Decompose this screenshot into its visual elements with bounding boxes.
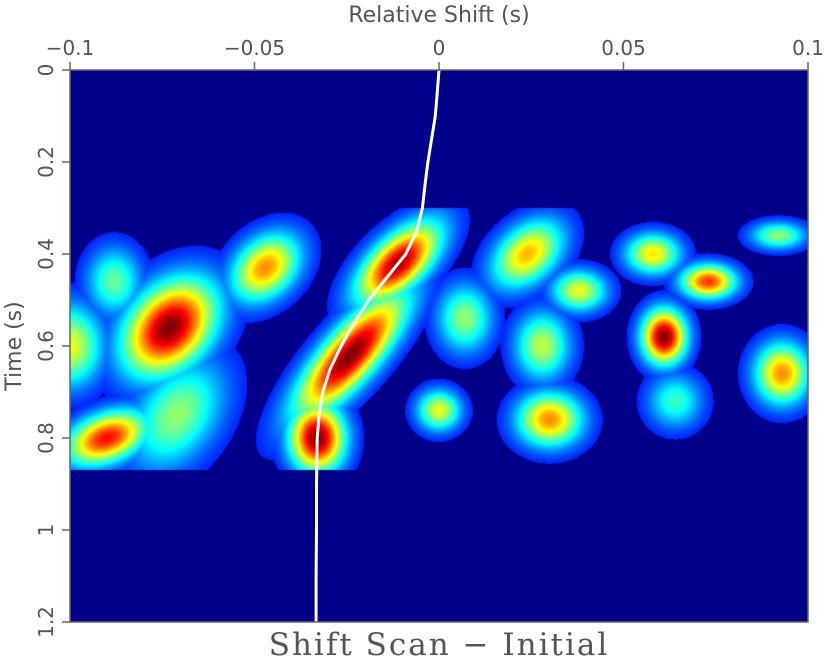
picked-shift-curve — [314, 69, 441, 622]
y-tick-label: 0 — [34, 64, 58, 77]
y-tick-label: 1.2 — [34, 606, 58, 638]
chart-title: Shift Scan − Initial — [269, 627, 610, 663]
x-tick-label: 0.05 — [601, 36, 646, 60]
heatmap-image — [70, 70, 808, 622]
x-tick-label: 0.1 — [792, 36, 824, 60]
y-tick-label: 0.4 — [34, 238, 58, 270]
y-axis-title: Time (s) — [2, 301, 27, 391]
y-tick-label: 0.2 — [34, 146, 58, 178]
plot-area — [69, 69, 809, 623]
y-axis-ticks: 0 0.2 0.4 0.6 0.8 1 1.2 — [34, 64, 70, 638]
x-tick-label: 0 — [433, 36, 446, 60]
y-tick-label: 0.6 — [34, 330, 58, 362]
x-tick-label: −0.1 — [46, 36, 95, 60]
y-tick-label: 0.8 — [34, 422, 58, 454]
x-axis-title: Relative Shift (s) — [348, 3, 529, 28]
x-tick-label: −0.05 — [224, 36, 285, 60]
x-axis-ticks: −0.1 −0.05 0 0.05 0.1 — [46, 36, 824, 70]
y-tick-label: 1 — [34, 524, 58, 537]
